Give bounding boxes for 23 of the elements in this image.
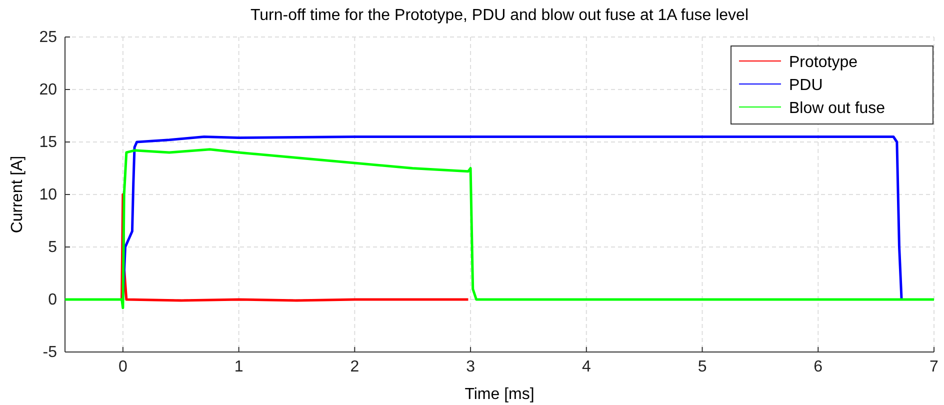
line-series <box>64 148 936 310</box>
y-tick-label: 15 <box>39 134 58 152</box>
x-tick-label: 7 <box>930 358 939 376</box>
x-axis-title: Time [ms] <box>464 386 534 403</box>
line-series <box>122 136 903 301</box>
y-tick-label: 5 <box>48 239 58 256</box>
y-tick-label: -5 <box>42 344 58 362</box>
legend-label: Prototype <box>789 54 858 71</box>
x-tick-label: 0 <box>118 358 128 376</box>
x-tick-label: 4 <box>582 358 591 376</box>
x-tick-label: 6 <box>814 358 823 376</box>
x-tick-label: 2 <box>350 358 360 376</box>
x-tick-label: 5 <box>698 358 707 376</box>
x-tick-label: 1 <box>234 358 244 376</box>
legend-label: PDU <box>789 77 823 94</box>
y-tick-label: 0 <box>48 292 58 309</box>
y-tick-label: 20 <box>39 82 58 99</box>
chart-title: Turn-off time for the Prototype, PDU and blow out fuse at 1A fuse level <box>250 7 749 24</box>
y-tick-label: 10 <box>39 186 58 204</box>
y-axis-title: Current [A] <box>9 156 26 234</box>
legend-label: Blow out fuse <box>789 100 886 117</box>
y-tick-label: 25 <box>39 29 58 46</box>
x-tick-label: 3 <box>466 358 476 376</box>
